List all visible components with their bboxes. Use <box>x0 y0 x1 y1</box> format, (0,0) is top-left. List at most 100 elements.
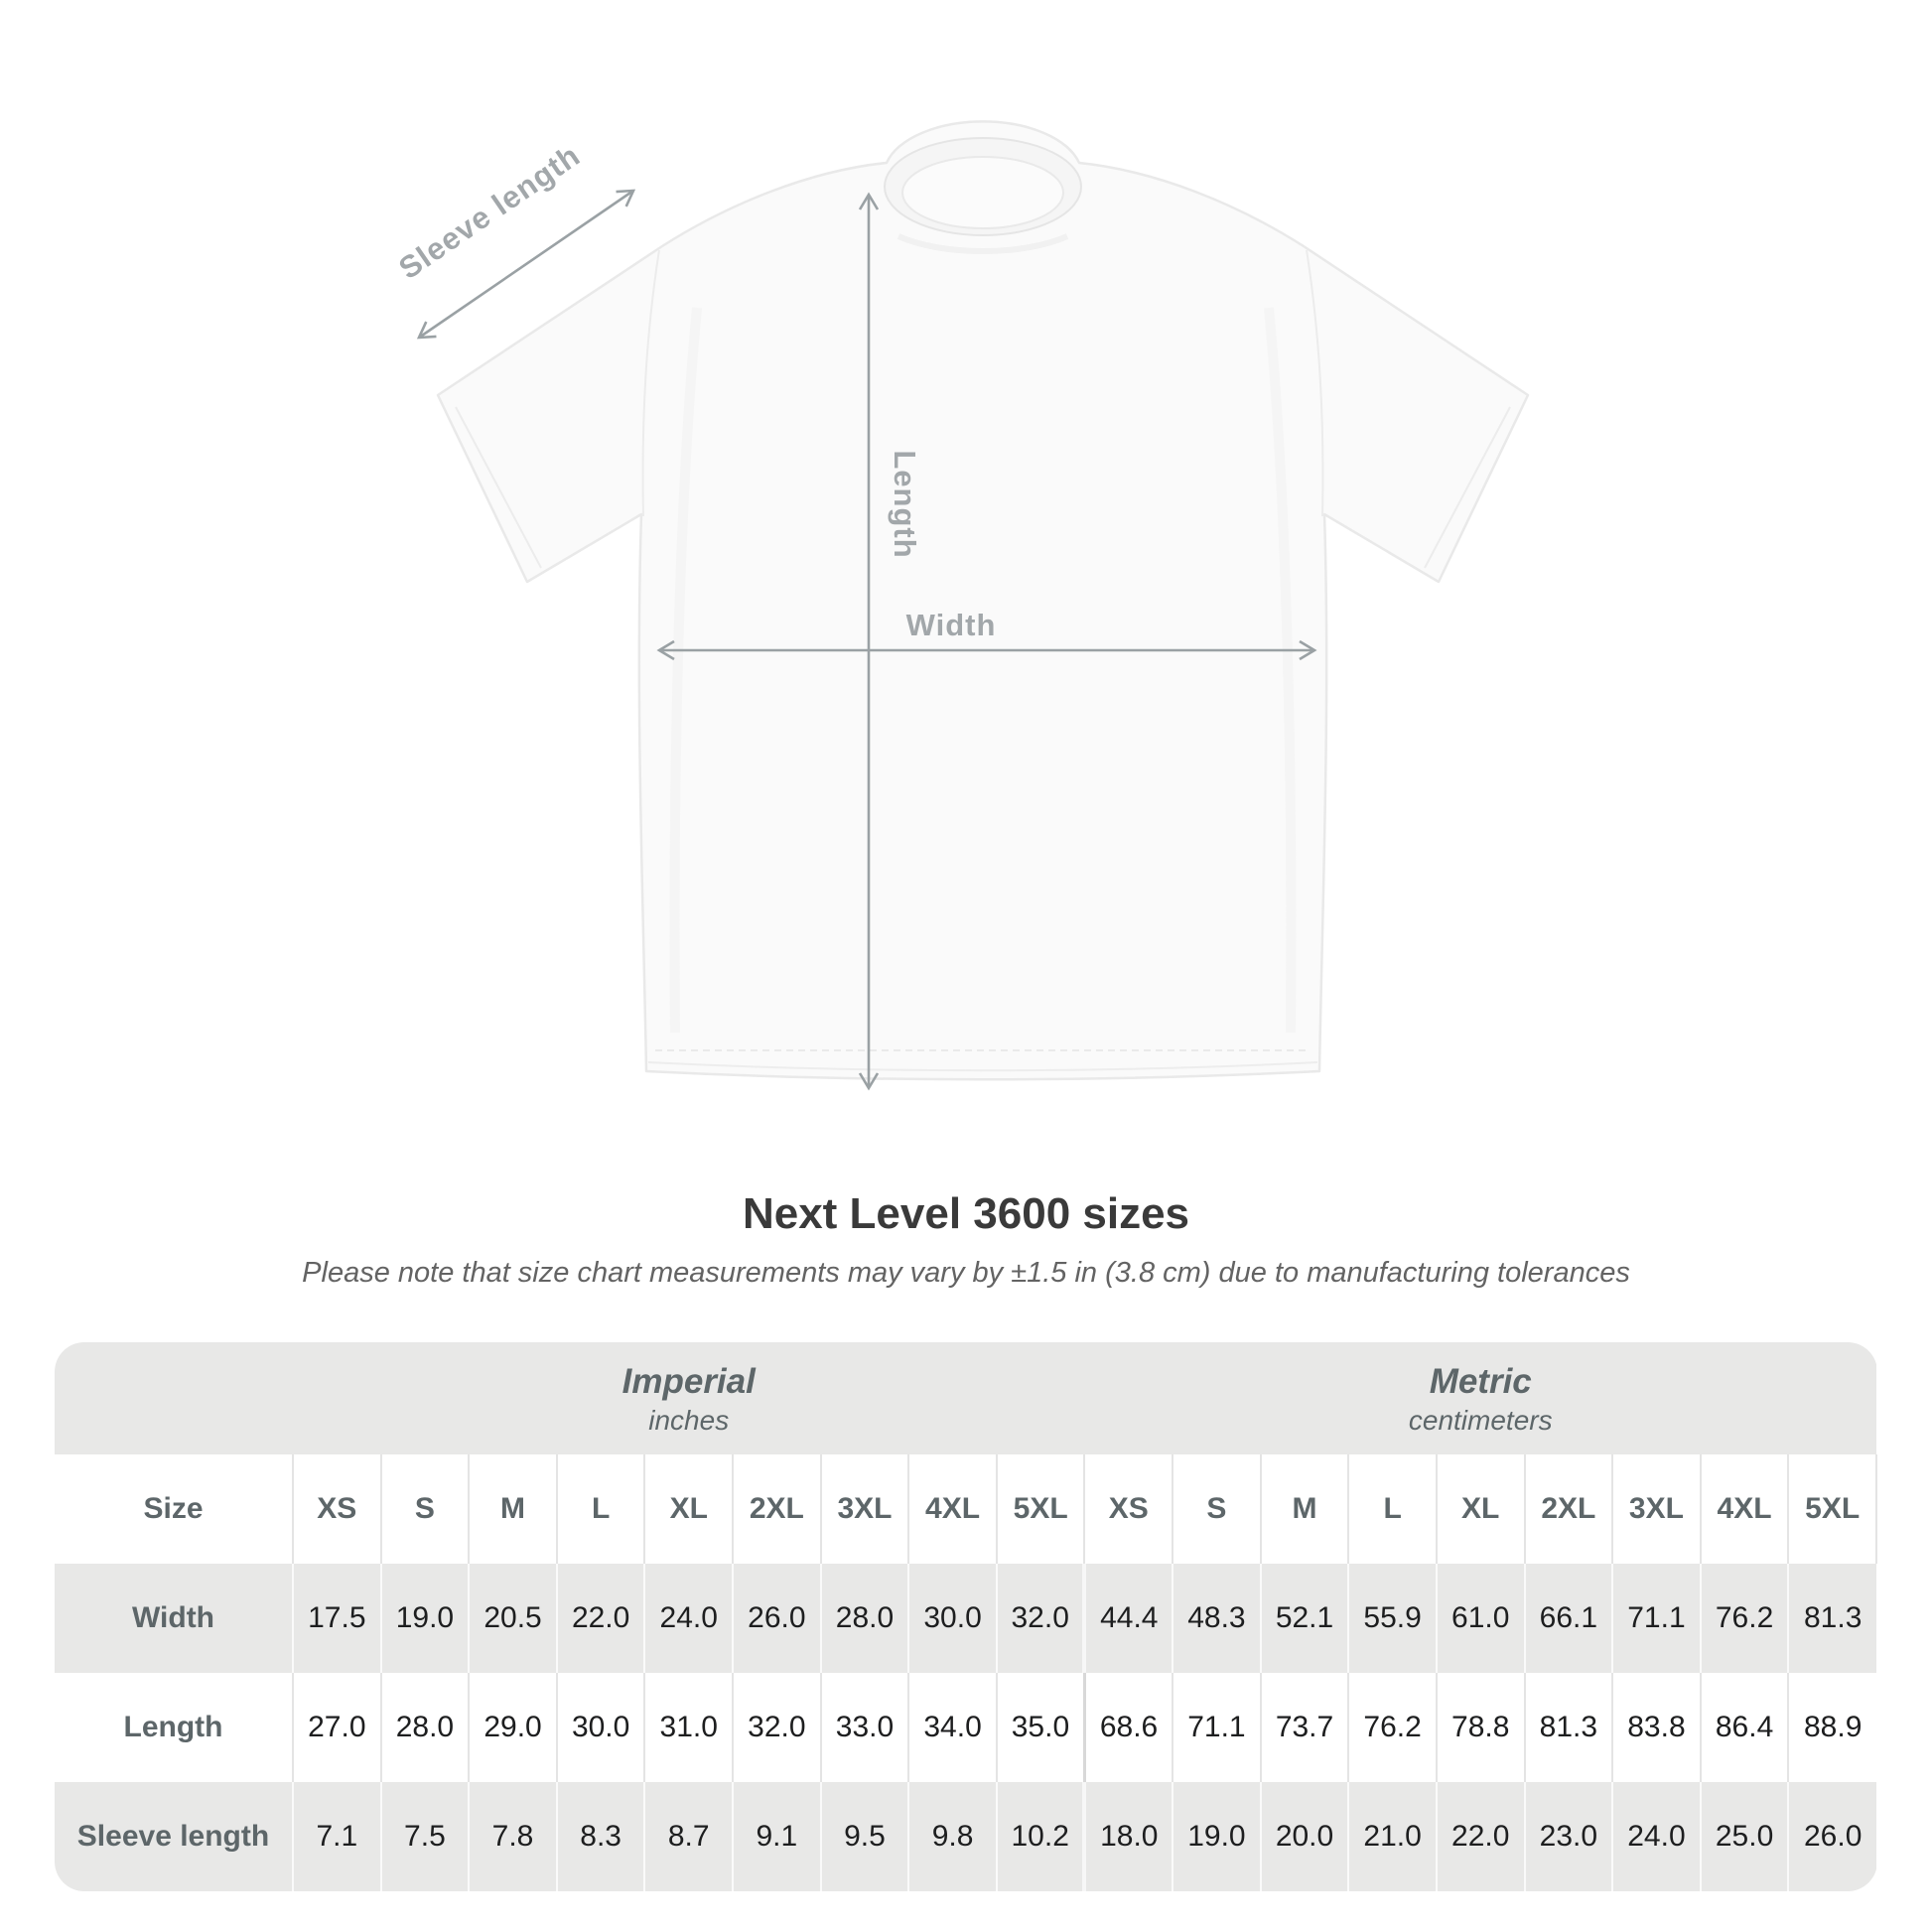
size-col-header: XL <box>1436 1454 1526 1564</box>
width-value: 32.0 <box>996 1564 1087 1673</box>
size-col-header: XS <box>293 1454 382 1564</box>
sleeve-value: 21.0 <box>1348 1782 1438 1891</box>
width-value: 66.1 <box>1524 1564 1614 1673</box>
width-value: 71.1 <box>1612 1564 1702 1673</box>
width-label: Width <box>906 608 997 642</box>
sleeve-value: 22.0 <box>1436 1782 1526 1891</box>
size-table-container: Imperial inches Metric centimeters Size … <box>55 1342 1877 1891</box>
size-header-row: Size XS S M L XL 2XL 3XL 4XL 5XL XS S M … <box>55 1454 1877 1564</box>
length-value: 81.3 <box>1524 1673 1614 1782</box>
size-col-header: 3XL <box>820 1454 910 1564</box>
sleeve-value: 25.0 <box>1700 1782 1790 1891</box>
imperial-unit-label: inches <box>648 1404 730 1436</box>
length-value: 76.2 <box>1348 1673 1438 1782</box>
length-value: 73.7 <box>1260 1673 1350 1782</box>
size-col-header: 5XL <box>996 1454 1086 1564</box>
size-col-header: XS <box>1084 1454 1174 1564</box>
size-col-header: 2XL <box>1524 1454 1614 1564</box>
width-value: 52.1 <box>1260 1564 1350 1673</box>
width-value: 20.5 <box>469 1564 558 1673</box>
measurement-arrows <box>416 189 1317 1091</box>
tolerance-note: Please note that size chart measurements… <box>302 1257 1630 1289</box>
width-value: 76.2 <box>1700 1564 1790 1673</box>
size-table: Imperial inches Metric centimeters Size … <box>55 1342 1877 1891</box>
sleeve-length-label: Sleeve length <box>392 138 586 286</box>
sleeve-value: 8.7 <box>644 1782 735 1891</box>
length-value: 88.9 <box>1788 1673 1876 1782</box>
sleeve-value: 9.5 <box>820 1782 910 1891</box>
unit-header-row: Imperial inches Metric centimeters <box>55 1342 1876 1454</box>
width-value: 48.3 <box>1173 1564 1262 1673</box>
collar-inner <box>901 156 1064 229</box>
width-value: 17.5 <box>293 1564 382 1673</box>
page-title: Next Level 3600 sizes <box>742 1189 1190 1238</box>
length-value: 78.8 <box>1436 1673 1526 1782</box>
sleeve-value: 20.0 <box>1260 1782 1350 1891</box>
length-value: 34.0 <box>908 1673 998 1782</box>
length-value: 32.0 <box>733 1673 822 1782</box>
width-value: 55.9 <box>1348 1564 1438 1673</box>
size-col-header: XL <box>644 1454 735 1564</box>
length-value: 28.0 <box>380 1673 471 1782</box>
length-value: 86.4 <box>1700 1673 1790 1782</box>
width-value: 30.0 <box>908 1564 998 1673</box>
width-value: 44.4 <box>1084 1564 1174 1673</box>
size-col-header: S <box>1173 1454 1262 1564</box>
sleeve-row-label: Sleeve length <box>55 1782 294 1891</box>
width-value: 61.0 <box>1436 1564 1526 1673</box>
width-value: 19.0 <box>380 1564 471 1673</box>
metric-label: Metric <box>1429 1361 1532 1401</box>
length-value: 30.0 <box>556 1673 646 1782</box>
size-col-header: M <box>1260 1454 1350 1564</box>
length-value: 29.0 <box>469 1673 558 1782</box>
width-value: 22.0 <box>556 1564 646 1673</box>
length-value: 35.0 <box>996 1673 1086 1782</box>
sleeve-value: 23.0 <box>1524 1782 1614 1891</box>
sleeve-value: 10.2 <box>996 1782 1087 1891</box>
width-value: 28.0 <box>820 1564 910 1673</box>
size-col-header: 5XL <box>1788 1454 1877 1564</box>
width-value: 24.0 <box>644 1564 735 1673</box>
length-row-label: Length <box>55 1673 294 1782</box>
length-value: 31.0 <box>644 1673 735 1782</box>
unit-header-spacer <box>55 1342 293 1454</box>
size-row-label: Size <box>55 1454 294 1564</box>
length-value: 71.1 <box>1173 1673 1262 1782</box>
tshirt-illustration <box>436 120 1530 1081</box>
length-value: 83.8 <box>1612 1673 1702 1782</box>
sleeve-value: 9.1 <box>733 1782 822 1891</box>
size-col-header: 4XL <box>908 1454 998 1564</box>
metric-header: Metric centimeters <box>1084 1342 1876 1454</box>
sleeve-value: 7.1 <box>293 1782 382 1891</box>
sleeve-value: 26.0 <box>1788 1782 1876 1891</box>
sleeve-length-row: Sleeve length 7.1 7.5 7.8 8.3 8.7 9.1 9.… <box>55 1782 1876 1891</box>
sleeve-value: 8.3 <box>556 1782 646 1891</box>
imperial-label: Imperial <box>621 1361 756 1401</box>
sleeve-value: 7.8 <box>469 1782 558 1891</box>
width-row: Width 17.5 19.0 20.5 22.0 24.0 26.0 28.0… <box>55 1564 1876 1673</box>
size-col-header: M <box>469 1454 558 1564</box>
length-value: 27.0 <box>293 1673 382 1782</box>
imperial-header: Imperial inches <box>293 1342 1085 1454</box>
sleeve-value: 7.5 <box>380 1782 471 1891</box>
length-row: Length 27.0 28.0 29.0 30.0 31.0 32.0 33.… <box>55 1673 1876 1782</box>
size-col-header: L <box>1348 1454 1438 1564</box>
size-col-header: 3XL <box>1612 1454 1702 1564</box>
sleeve-value: 18.0 <box>1084 1782 1174 1891</box>
width-value: 81.3 <box>1788 1564 1876 1673</box>
sleeve-value: 24.0 <box>1612 1782 1702 1891</box>
width-value: 26.0 <box>733 1564 822 1673</box>
size-col-header: 4XL <box>1700 1454 1790 1564</box>
length-value: 33.0 <box>820 1673 910 1782</box>
sleeve-value: 9.8 <box>908 1782 998 1891</box>
size-col-header: L <box>556 1454 646 1564</box>
tshirt-diagram: Sleeve length Length Width <box>392 120 1530 1091</box>
length-label: Length <box>888 450 922 558</box>
size-col-header: 2XL <box>733 1454 822 1564</box>
sleeve-value: 19.0 <box>1173 1782 1262 1891</box>
width-row-label: Width <box>55 1564 294 1673</box>
length-value: 68.6 <box>1084 1673 1174 1782</box>
size-col-header: S <box>380 1454 471 1564</box>
sleeve-length-arrow <box>416 189 636 340</box>
